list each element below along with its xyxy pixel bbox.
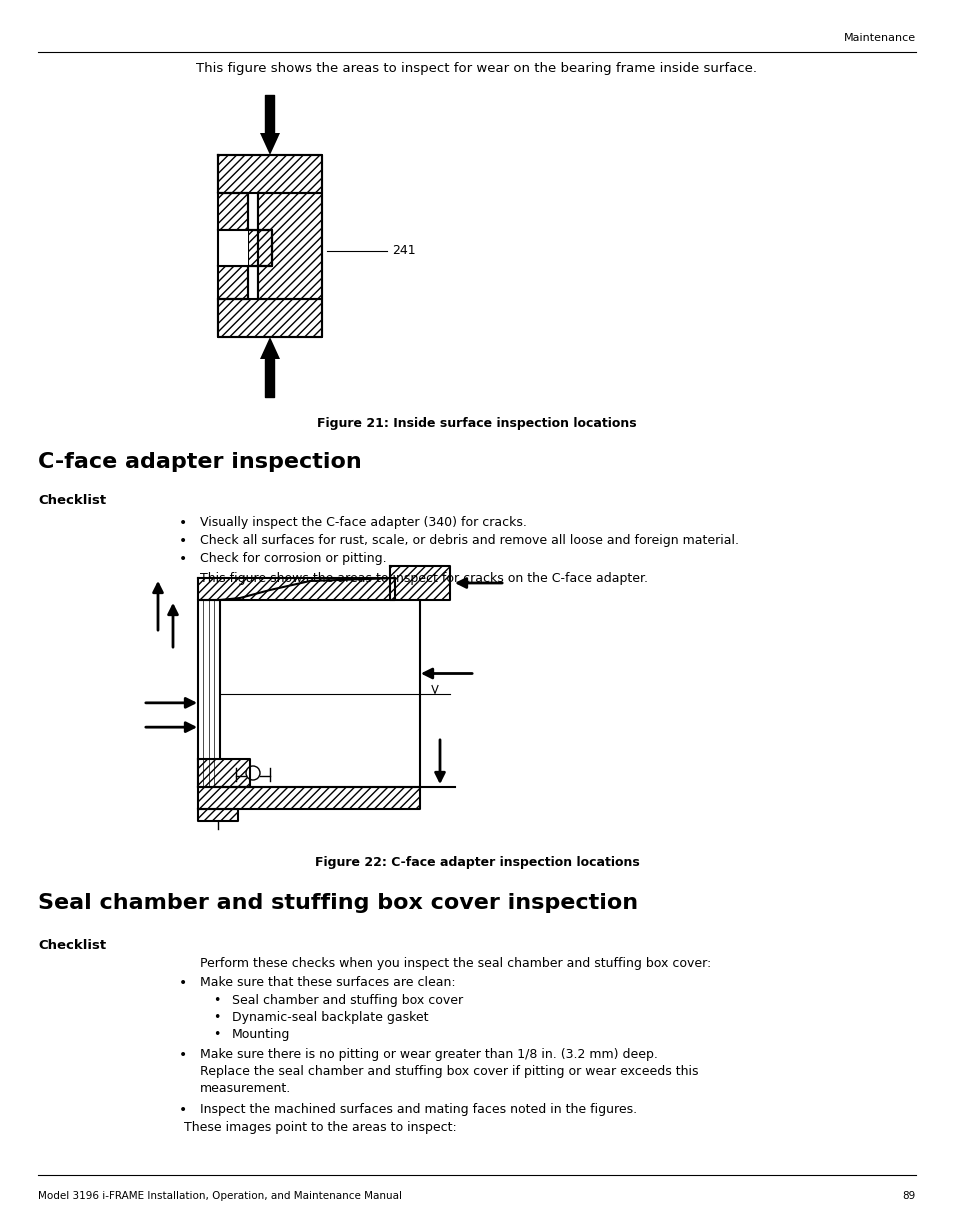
Text: •: • (213, 1011, 220, 1025)
Text: •: • (213, 994, 220, 1007)
Bar (248, 229, 272, 266)
Text: •: • (178, 517, 187, 530)
Text: measurement.: measurement. (200, 1082, 291, 1094)
Text: This figure shows the areas to inspect for wear on the bearing frame inside surf: This figure shows the areas to inspect f… (196, 63, 757, 75)
Text: 241: 241 (392, 244, 416, 258)
Text: Mounting: Mounting (232, 1028, 290, 1040)
Text: •: • (178, 534, 187, 548)
Bar (198, 809, 237, 821)
Text: Model 3196 i-FRAME Installation, Operation, and Maintenance Manual: Model 3196 i-FRAME Installation, Operati… (38, 1191, 401, 1201)
Text: Inspect the machined surfaces and mating faces noted in the figures.: Inspect the machined surfaces and mating… (200, 1103, 637, 1117)
Text: Checklist: Checklist (38, 494, 106, 507)
Text: These images point to the areas to inspect:: These images point to the areas to inspe… (184, 1121, 456, 1134)
Text: Check for corrosion or pitting.: Check for corrosion or pitting. (200, 552, 386, 564)
Polygon shape (260, 337, 280, 360)
Bar (198, 600, 220, 787)
Polygon shape (260, 133, 280, 155)
Bar (218, 193, 248, 229)
Circle shape (246, 766, 260, 780)
Text: Maintenance: Maintenance (843, 33, 915, 43)
Text: Seal chamber and stuffing box cover inspection: Seal chamber and stuffing box cover insp… (38, 893, 638, 913)
Text: Dynamic-seal backplate gasket: Dynamic-seal backplate gasket (232, 1011, 428, 1025)
Text: Figure 22: C-face adapter inspection locations: Figure 22: C-face adapter inspection loc… (314, 856, 639, 869)
Bar (198, 787, 419, 809)
Text: Replace the seal chamber and stuffing box cover if pitting or wear exceeds this: Replace the seal chamber and stuffing bo… (200, 1065, 698, 1079)
Bar (218, 266, 248, 299)
Bar (218, 299, 322, 337)
Bar (198, 760, 250, 787)
Bar (198, 578, 395, 600)
Text: Figure 21: Inside surface inspection locations: Figure 21: Inside surface inspection loc… (316, 417, 637, 429)
Text: Check all surfaces for rust, scale, or debris and remove all loose and foreign m: Check all surfaces for rust, scale, or d… (200, 534, 739, 547)
Text: Perform these checks when you inspect the seal chamber and stuffing box cover:: Perform these checks when you inspect th… (200, 957, 711, 971)
Bar (218, 229, 248, 266)
Text: •: • (178, 1103, 187, 1117)
Text: C-face adapter inspection: C-face adapter inspection (38, 452, 361, 472)
Text: Make sure that these surfaces are clean:: Make sure that these surfaces are clean: (200, 975, 456, 989)
Text: •: • (178, 1048, 187, 1063)
Bar (218, 155, 322, 193)
Bar (257, 193, 322, 299)
Text: Seal chamber and stuffing box cover: Seal chamber and stuffing box cover (232, 994, 462, 1007)
Text: Checklist: Checklist (38, 939, 106, 952)
Text: •: • (178, 975, 187, 990)
Text: This figure shows the areas to inspect for cracks on the C-face adapter.: This figure shows the areas to inspect f… (200, 572, 647, 585)
Text: 89: 89 (902, 1191, 915, 1201)
Bar (390, 566, 450, 600)
Text: •: • (178, 552, 187, 566)
Text: •: • (213, 1028, 220, 1040)
Text: Make sure there is no pitting or wear greater than 1/8 in. (3.2 mm) deep.: Make sure there is no pitting or wear gr… (200, 1048, 658, 1061)
Text: Visually inspect the C-face adapter (340) for cracks.: Visually inspect the C-face adapter (340… (200, 517, 526, 529)
